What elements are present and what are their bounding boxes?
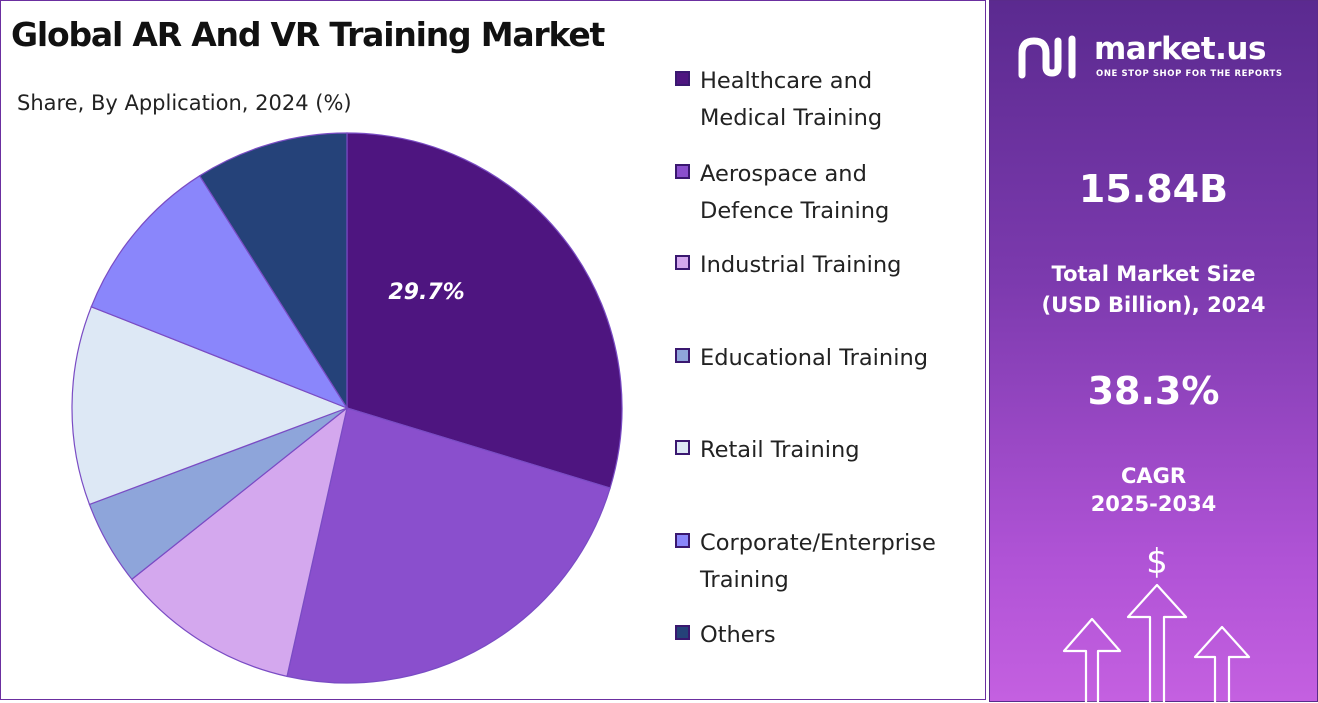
market-size-value: 15.84B — [1078, 167, 1229, 211]
legend-label: Corporate/Enterprise Training — [700, 530, 936, 593]
pie-slice-industrial-training — [130, 406, 348, 678]
dollar-icon: $ — [1146, 542, 1168, 582]
legend-label: Educational Training — [700, 345, 928, 371]
legend-swatch — [675, 533, 690, 548]
legend-label: Aerospace and Defence Training — [700, 161, 890, 224]
legend-label: Industrial Training — [700, 252, 902, 278]
legend-swatch — [675, 255, 690, 270]
chart-subtitle: Share, By Application, 2024 (%) — [17, 91, 352, 115]
brand-tagline: ONE STOP SHOP FOR THE REPORTS — [1096, 69, 1283, 79]
legend-swatch — [675, 164, 690, 179]
chart-title: Global AR And VR Training Market — [11, 15, 605, 54]
pie-slice-aerospace-and-defence-training — [286, 407, 611, 684]
legend-swatch — [675, 348, 690, 363]
summary-panel: market.us ONE STOP SHOP FOR THE REPORTS … — [989, 0, 1318, 703]
legend-swatch — [675, 440, 690, 455]
legend-swatch — [675, 71, 690, 86]
cagr-period: 2025-2034 — [1090, 492, 1217, 516]
cagr-label: CAGR — [1120, 464, 1187, 488]
market-size-label: Total Market Size (USD Billion), 2024 — [1041, 262, 1266, 317]
legend-label: Retail Training — [700, 437, 860, 463]
pie-slice-healthcare-and-medical-training — [346, 132, 623, 489]
data-label-healthcare-and-medical-training: 29.7% — [388, 280, 464, 305]
growth-arrows-icon: $ — [1062, 542, 1251, 703]
market-us-logo-icon — [1018, 35, 1076, 79]
chart-panel: Global AR And VR Training Market Share, … — [0, 0, 986, 700]
pie-slice-corporate-enterprise-training — [90, 174, 349, 410]
legend-swatch — [675, 625, 690, 640]
pie-slice-retail-training — [71, 305, 349, 506]
pie-chart: 29.7% — [71, 132, 623, 684]
cagr-value: 38.3% — [1087, 369, 1220, 413]
brand-logo: market.us ONE STOP SHOP FOR THE REPORTS — [1016, 31, 1296, 91]
brand-name: market.us — [1094, 31, 1266, 67]
legend-label: Healthcare and Medical Training — [700, 68, 883, 131]
pie-slice-others — [198, 132, 348, 411]
legend-label: Others — [700, 622, 776, 648]
